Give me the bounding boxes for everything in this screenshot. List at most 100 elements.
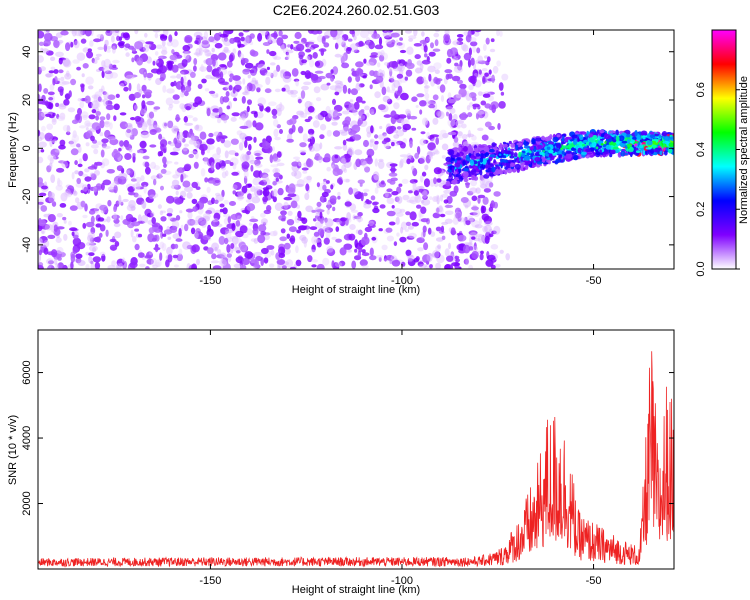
heatmap-cell [383, 61, 390, 66]
heatmap-cell [270, 190, 275, 199]
heatmap-cell [157, 204, 162, 209]
heatmap-cell [389, 163, 398, 167]
heatmap-cell [408, 38, 413, 42]
heatmap-cell [437, 133, 444, 141]
heatmap-cell [266, 245, 275, 250]
heatmap-cell [157, 151, 162, 157]
heatmap-cell [303, 81, 312, 86]
heatmap-cell [340, 131, 348, 136]
heatmap-cell [324, 218, 334, 228]
heatmap-cell [417, 247, 424, 252]
heatmap-cell [571, 134, 578, 139]
heatmap-cell [454, 147, 458, 154]
heatmap-cell [173, 128, 180, 132]
heatmap-cell [38, 66, 42, 75]
heatmap-cell [58, 144, 66, 150]
heatmap-cell [578, 140, 583, 147]
heatmap-cell [418, 263, 428, 268]
heatmap-cell [234, 152, 239, 157]
heatmap-cell [489, 48, 496, 53]
heatmap-cell [38, 192, 47, 197]
heatmap-cell [480, 153, 484, 159]
heatmap-cell [390, 110, 397, 119]
heatmap-cell [38, 136, 43, 142]
heatmap-cell [119, 112, 127, 116]
heatmap-cell [215, 192, 221, 197]
heatmap-cell [145, 41, 154, 45]
heatmap-cell [491, 230, 497, 235]
heatmap-cell [415, 256, 420, 262]
heatmap-cell [352, 134, 362, 141]
heatmap-cell [379, 54, 385, 62]
heatmap-cell [653, 148, 658, 153]
heatmap-cell [562, 141, 566, 145]
heatmap-cell [137, 122, 143, 128]
heatmap-cell [425, 120, 430, 128]
heatmap-cell [246, 105, 250, 113]
heatmap-cell [221, 189, 225, 198]
heatmap-cell [429, 264, 433, 269]
heatmap-cell [434, 109, 442, 118]
heatmap-cell [424, 118, 428, 125]
heatmap-cell [141, 214, 149, 224]
heatmap-cell [591, 141, 597, 148]
heatmap-cell [50, 148, 60, 157]
heatmap-cell [146, 212, 154, 218]
heatmap-cell [87, 234, 94, 242]
heatmap-cell [255, 62, 264, 68]
heatmap-cell [283, 196, 293, 201]
heatmap-cell [82, 114, 88, 121]
heatmap-cell [466, 133, 475, 138]
heatmap-cell [470, 179, 478, 187]
heatmap-cell [502, 141, 506, 145]
heatmap-cell [256, 111, 264, 119]
heatmap-cell [179, 210, 183, 214]
heatmap-cell [211, 47, 215, 53]
heatmap-cell [487, 56, 491, 63]
heatmap-cell [277, 265, 281, 269]
heatmap-cell [462, 44, 469, 52]
heatmap-cell [501, 162, 505, 166]
heatmap-cell [327, 201, 331, 211]
heatmap-cell [143, 89, 153, 95]
heatmap-cell [451, 179, 458, 185]
heatmap-cell [471, 236, 476, 240]
heatmap-cell [484, 164, 491, 169]
heatmap-cell [51, 249, 58, 258]
heatmap-cell [365, 61, 375, 66]
heatmap-cell [364, 200, 372, 205]
heatmap-cell [430, 231, 436, 237]
heatmap-cell [106, 30, 111, 33]
heatmap-cell [329, 195, 337, 202]
heatmap-cell [184, 35, 193, 43]
heatmap-cell [125, 144, 133, 151]
heatmap-cell [176, 73, 182, 79]
heatmap-cell [82, 63, 89, 69]
heatmap-cell [141, 181, 149, 187]
heatmap-cell [191, 181, 198, 189]
heatmap-cell [253, 238, 259, 244]
heatmap-cell [301, 59, 307, 64]
heatmap-cell [213, 32, 221, 41]
heatmap-cell [111, 43, 118, 50]
heatmap-cell [362, 192, 368, 197]
heatmap-cell [166, 195, 175, 204]
heatmap-cell [131, 47, 136, 52]
heatmap-cell [136, 83, 141, 92]
heatmap-cell [465, 220, 471, 226]
heatmap-cell [85, 264, 90, 269]
heatmap-cell [120, 215, 124, 221]
heatmap-cell [454, 62, 459, 67]
heatmap-cell [354, 248, 358, 253]
heatmap-cell [276, 124, 281, 129]
heatmap-cell [296, 179, 305, 188]
heatmap-cell [49, 162, 53, 169]
heatmap-cell [187, 131, 195, 138]
heatmap-cell [44, 132, 54, 142]
heatmap-cell [229, 201, 236, 206]
heatmap-cell [362, 75, 367, 79]
heatmap-cell [134, 41, 144, 50]
heatmap-cell [325, 201, 331, 206]
heatmap-cell [435, 206, 444, 215]
